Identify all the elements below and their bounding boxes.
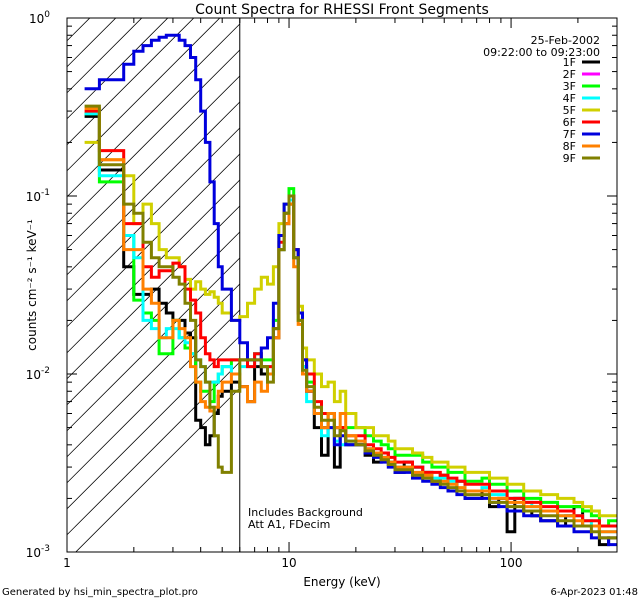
series-4F xyxy=(84,112,617,534)
legend-label: 6F xyxy=(563,116,576,129)
x-axis: 1 10 100 xyxy=(63,18,618,570)
legend-label: 1F xyxy=(563,56,576,69)
plot-frame xyxy=(66,17,618,553)
hatch-line xyxy=(67,205,241,380)
x-tick-label: 1 xyxy=(63,556,71,570)
hatch-line xyxy=(67,309,241,484)
y-axis: 100 10-1 10-2 10-3 xyxy=(26,10,617,560)
legend-label: 2F xyxy=(563,68,576,81)
annotation-attenuator: Att A1, FDecim xyxy=(248,518,330,531)
x-tick-label: 100 xyxy=(500,556,523,570)
hatch-line xyxy=(67,75,241,250)
y-tick-label: 10-3 xyxy=(26,544,50,560)
series-5F xyxy=(84,140,617,518)
hatch-line xyxy=(67,335,241,510)
series-9F xyxy=(84,104,617,540)
legend-label: 8F xyxy=(563,140,576,153)
hatch-line xyxy=(67,283,241,458)
hatch-line xyxy=(67,257,241,432)
hatch-line xyxy=(67,179,241,354)
legend-label: 7F xyxy=(563,128,576,141)
annotation-background: Includes Background xyxy=(248,506,363,519)
timestamp-label: 6-Apr-2023 01:48 xyxy=(550,587,638,598)
hatch-line xyxy=(67,153,241,328)
hatch-line xyxy=(67,101,241,276)
y-tick-label: 100 xyxy=(29,10,50,26)
hatch-line xyxy=(67,49,241,224)
legend-label: 4F xyxy=(563,92,576,105)
series-1F xyxy=(84,114,617,547)
hatched-region xyxy=(67,18,241,552)
legend-label: 3F xyxy=(563,80,576,93)
legend-label: 9F xyxy=(563,152,576,165)
hatch-line xyxy=(67,231,241,406)
series-3F xyxy=(84,112,617,528)
time-range-label: 09:22:00 to 09:23:00 xyxy=(483,46,600,59)
x-tick-label: 10 xyxy=(281,556,296,570)
generator-label: Generated by hsi_min_spectra_plot.pro xyxy=(2,587,198,598)
hatch-line xyxy=(67,18,143,94)
series-6F xyxy=(84,109,617,528)
y-axis-label: counts cm⁻² s⁻¹ keV⁻¹ xyxy=(25,219,39,351)
chart-title: Count Spectra for RHESSI Front Segments xyxy=(195,2,489,18)
series-8F xyxy=(84,107,617,534)
series-layer xyxy=(84,33,617,547)
x-axis-label: Energy (keV) xyxy=(303,575,380,589)
legend-label: 5F xyxy=(563,104,576,117)
hatch-line xyxy=(67,18,221,172)
hatch-line xyxy=(75,387,241,552)
y-tick-label: 10-1 xyxy=(26,188,50,204)
hatch-line xyxy=(67,23,241,198)
series-7F xyxy=(84,33,617,547)
hatch-line xyxy=(67,18,195,146)
date-label: 25-Feb-2002 xyxy=(531,34,600,47)
y-tick-label: 10-2 xyxy=(26,366,50,382)
hatch-line xyxy=(67,18,117,68)
